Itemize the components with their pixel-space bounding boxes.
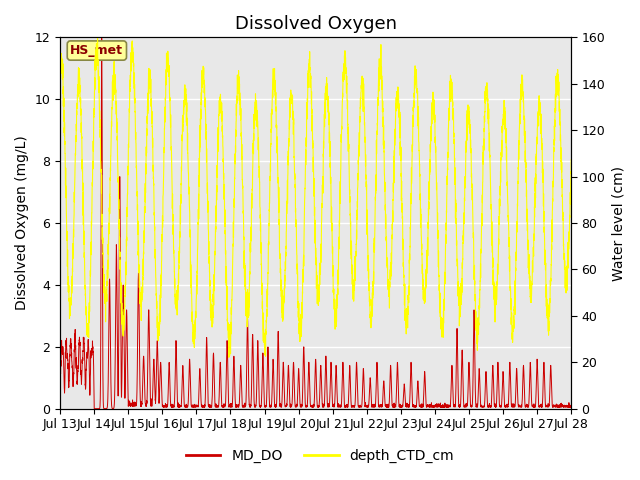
- Y-axis label: Dissolved Oxygen (mg/L): Dissolved Oxygen (mg/L): [15, 136, 29, 311]
- Y-axis label: Water level (cm): Water level (cm): [611, 166, 625, 280]
- Title: Dissolved Oxygen: Dissolved Oxygen: [235, 15, 397, 33]
- Text: HS_met: HS_met: [70, 44, 124, 57]
- Legend: MD_DO, depth_CTD_cm: MD_DO, depth_CTD_cm: [180, 443, 460, 468]
